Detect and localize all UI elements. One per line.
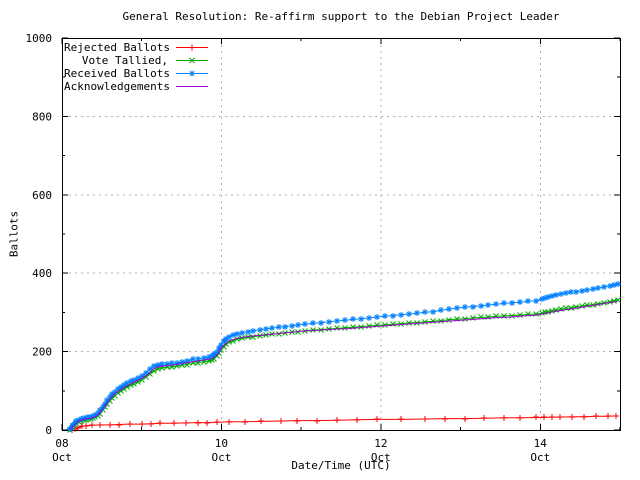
x-axis-label: Date/Time (UTC) [291, 459, 391, 472]
legend-sample-line [176, 86, 208, 87]
legend-item-acknowledgements: Acknowledgements [64, 80, 209, 93]
svg-text:600: 600 [32, 189, 52, 202]
legend-sample-line [176, 44, 208, 51]
svg-text:200: 200 [32, 346, 52, 359]
svg-text:Oct: Oct [211, 451, 231, 464]
svg-text:Oct: Oct [52, 451, 72, 464]
legend-item-rejected-ballots: Rejected Ballots [64, 41, 209, 54]
legend-label: Acknowledgements [64, 80, 170, 93]
legend-label: Received Ballots [64, 67, 170, 80]
svg-text:0: 0 [45, 424, 52, 437]
legend: Rejected Ballots Vote Tallied, Received … [64, 41, 209, 93]
legend-sample-line [176, 57, 208, 64]
svg-text:08: 08 [55, 437, 68, 450]
svg-text:Oct: Oct [371, 451, 391, 464]
svg-text:14: 14 [534, 437, 548, 450]
svg-text:12: 12 [374, 437, 387, 450]
legend-item-received-ballots: Received Ballots [64, 67, 209, 80]
svg-text:1000: 1000 [26, 32, 53, 45]
chart-title: General Resolution: Re-affirm support to… [122, 10, 560, 23]
svg-text:Oct: Oct [530, 451, 550, 464]
legend-label: Rejected Ballots [64, 41, 170, 54]
svg-text:400: 400 [32, 267, 52, 280]
y-axis-label: Ballots [7, 210, 21, 258]
legend-item-vote-tallied: Vote Tallied, [64, 54, 209, 67]
svg-text:800: 800 [32, 110, 52, 123]
svg-text:10: 10 [215, 437, 228, 450]
legend-label: Vote Tallied, [81, 54, 168, 67]
legend-sample-line [176, 70, 208, 77]
